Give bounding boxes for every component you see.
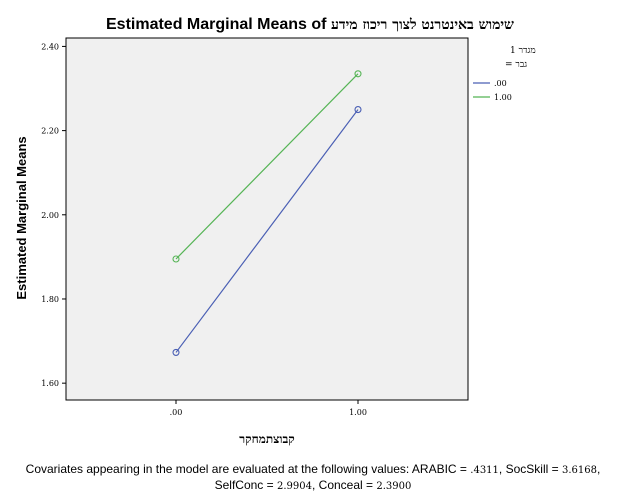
plot-area [65, 37, 469, 401]
series-layer [172, 70, 362, 356]
legend: מגדר 1 גבר = .00 1.00 [473, 46, 536, 102]
footnote-arabic-value: .4311 [470, 465, 499, 476]
y-axis-ticks: 1.60 1.80 2.00 2.20 2.40 [41, 42, 66, 388]
y-tick-label: 2.20 [41, 127, 59, 136]
data-point [172, 348, 180, 356]
chart-title-dependent: שימוש באינטרנט לצוך ריכוז מידע [331, 17, 514, 33]
footnote-line-2: SelfConc = 2.9904, Conceal = 2.3900 [0, 478, 626, 494]
footnote-intro: Covariates appearing in the model are ev… [25, 462, 467, 476]
x-axis-ticks: .00 1.00 [170, 400, 367, 417]
x-tick-label: 1.00 [349, 408, 367, 417]
data-point [354, 70, 362, 78]
y-tick-label: 2.40 [41, 42, 59, 51]
covariates-footnote: Covariates appearing in the model are ev… [0, 462, 626, 494]
y-tick-label: 1.80 [41, 295, 59, 304]
y-tick-label: 1.60 [41, 379, 59, 388]
footnote-socskill-label: , SocSkill = [498, 462, 559, 476]
footnote-selfconc-label: SelfConc = [214, 478, 274, 492]
footnote-conceal-value: 2.3900 [376, 481, 412, 492]
chart-title: Estimated Marginal Means of שימוש באינטר… [106, 16, 514, 33]
y-tick-label: 2.00 [41, 211, 59, 220]
chart-title-text: Estimated Marginal Means of [106, 16, 327, 33]
series-line-0 [175, 109, 359, 353]
legend-title-line2: גבר = [505, 60, 527, 70]
footnote-selfconc-value: 2.9904 [277, 481, 312, 492]
legend-title-line1: מגדר 1 [510, 46, 536, 56]
data-point [172, 255, 180, 263]
series-line-1 [175, 73, 359, 260]
data-point [354, 106, 362, 114]
legend-label: .00 [494, 79, 507, 88]
x-tick-label: .00 [170, 408, 183, 417]
y-axis-label: Estimated Marginal Means [14, 136, 29, 299]
legend-label: 1.00 [494, 93, 512, 102]
x-axis-label: קבוצתמחקר [239, 432, 294, 446]
footnote-line-1: Covariates appearing in the model are ev… [25, 462, 601, 476]
footnote-conceal-label: , Conceal = [312, 478, 374, 492]
footnote-socskill-value: 3.6168 [561, 465, 597, 476]
